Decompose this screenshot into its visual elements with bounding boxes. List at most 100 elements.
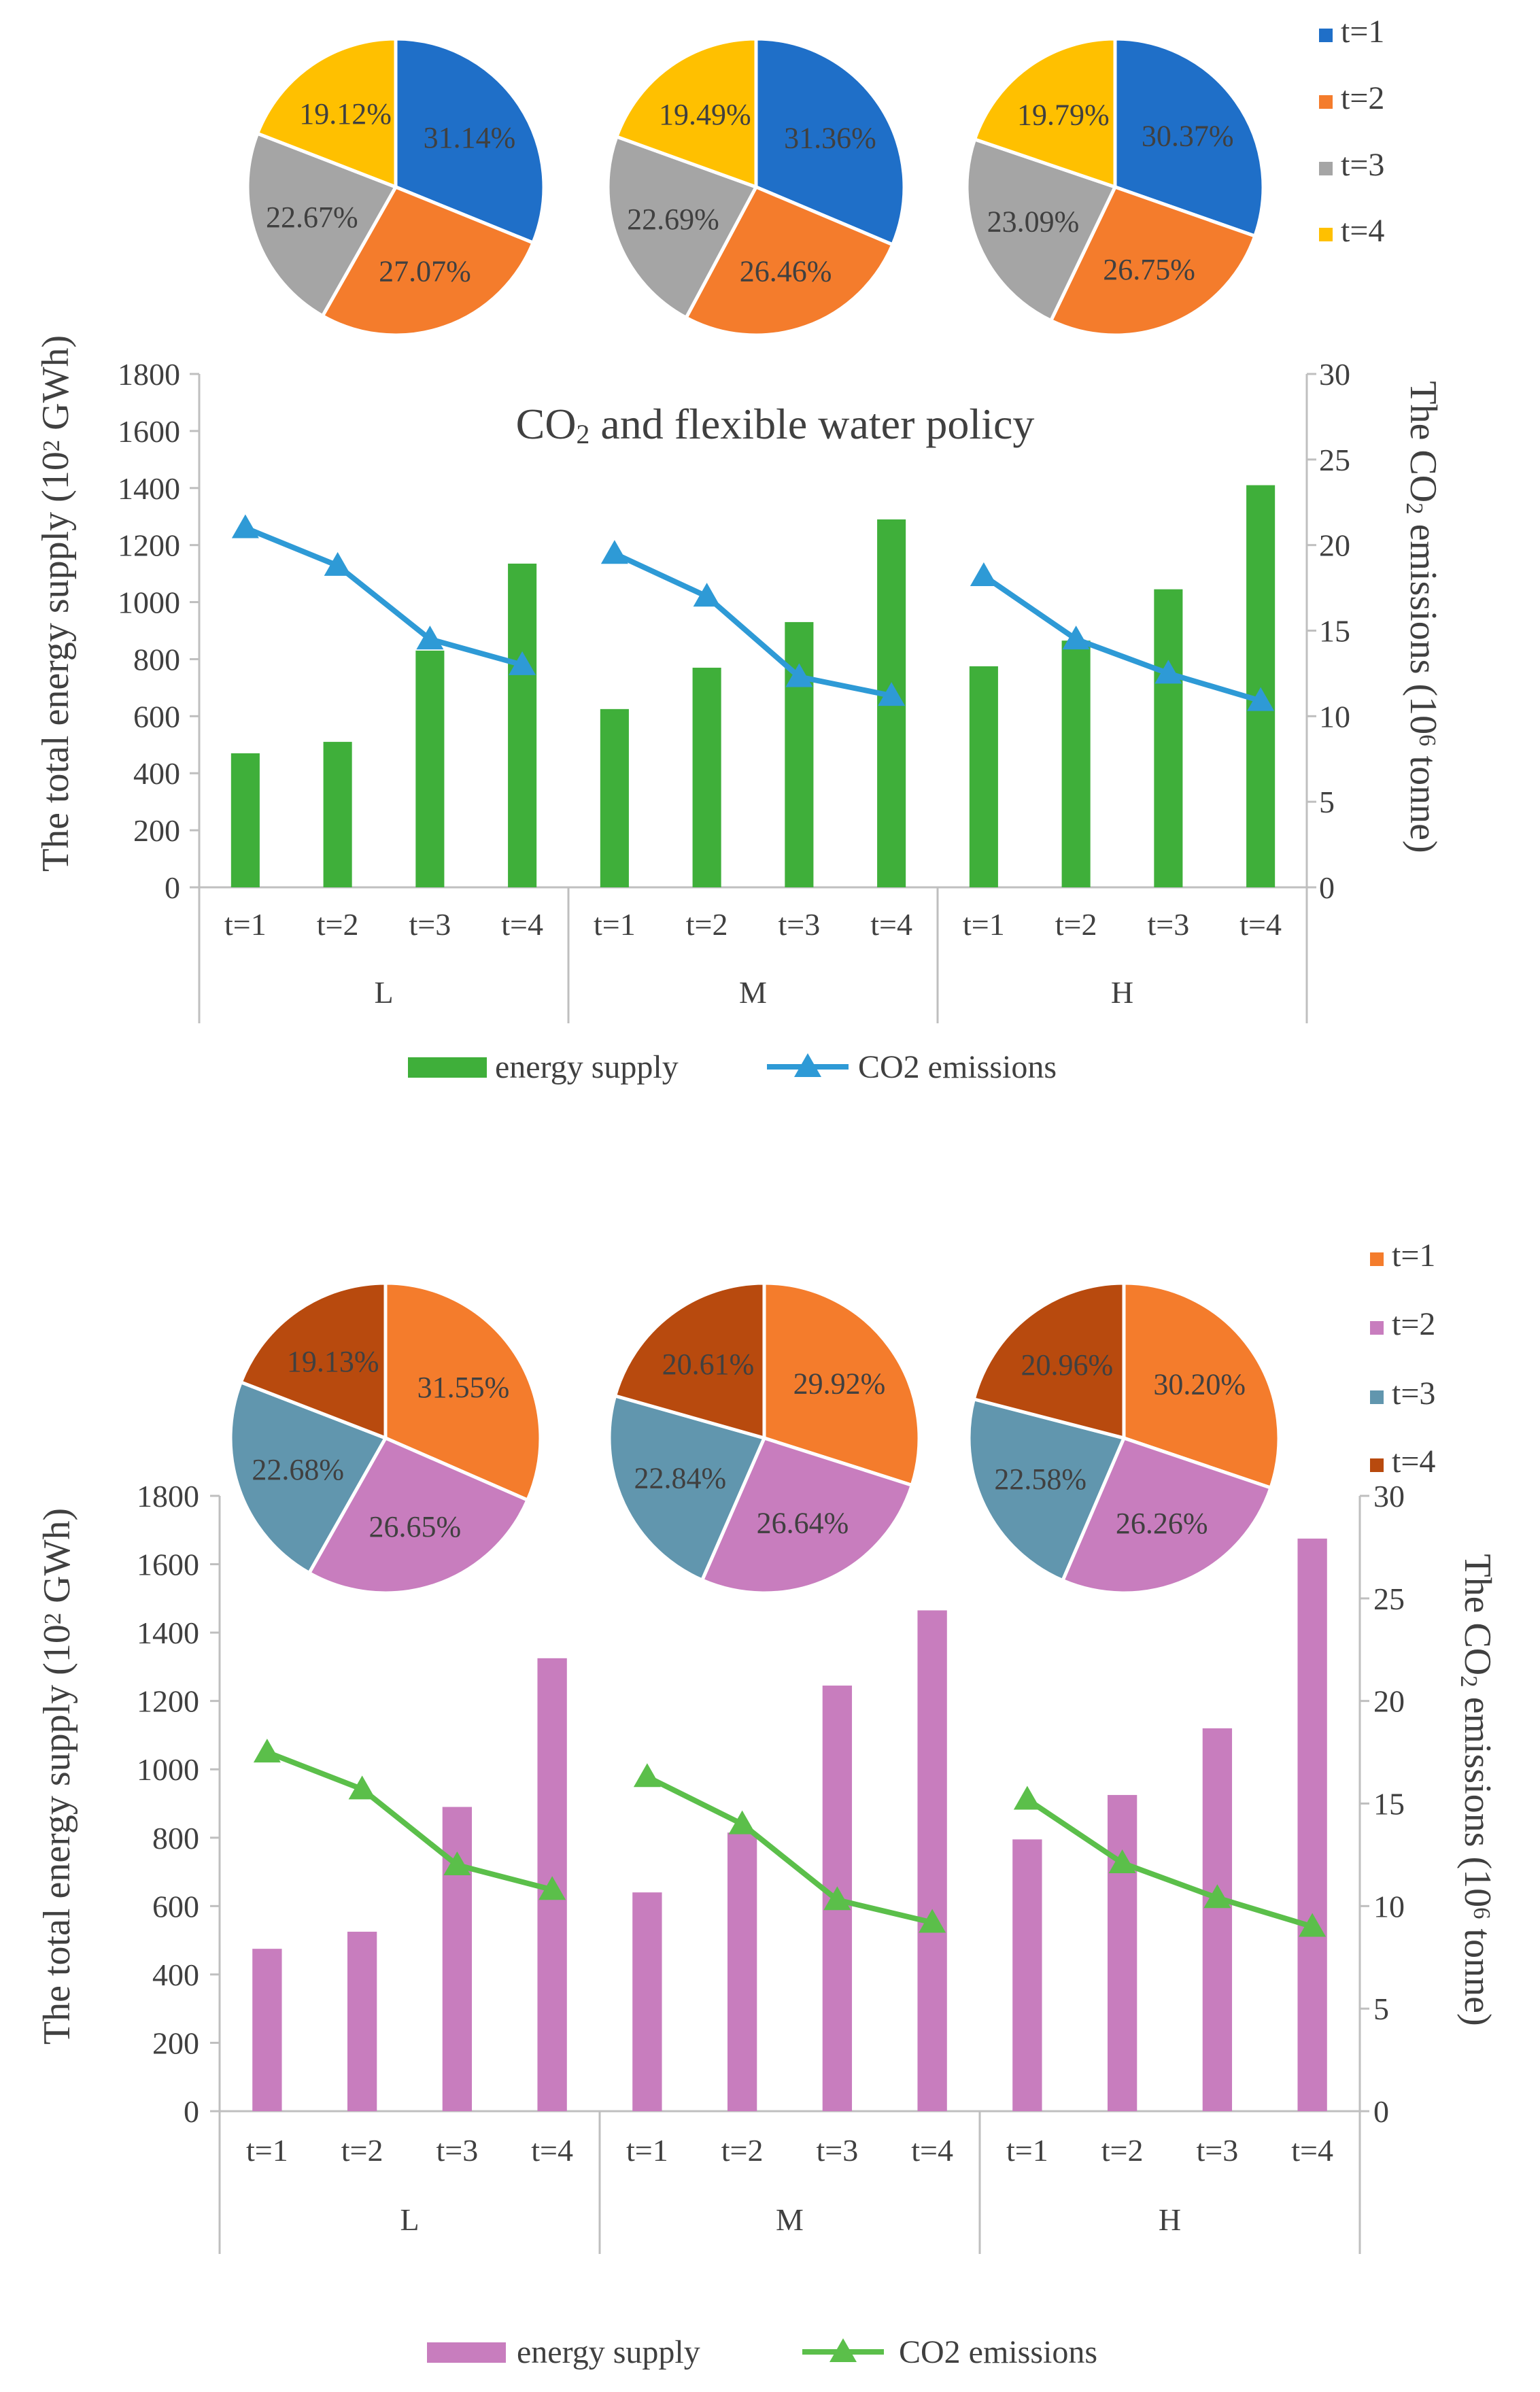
co2-emissions-point: [324, 551, 352, 576]
category-label: t=2: [341, 2133, 383, 2168]
pie-slice: [607, 1393, 767, 1583]
co2-emissions-line: [1025, 1797, 1314, 1930]
pie-slice: [255, 37, 398, 190]
group-label: M: [739, 975, 767, 1010]
right-tick-label: 5: [1373, 1992, 1389, 2026]
legend-line-marker: [794, 1053, 821, 1077]
left-tick-label: 0: [165, 870, 180, 905]
pie-H: 30.37% 26.75% 23.09% 19.79%: [965, 37, 1265, 337]
energy-supply-bar: [600, 708, 629, 887]
pie-legend-label: t=1: [1392, 1237, 1435, 1274]
energy-supply-bar: [252, 1949, 282, 2111]
pie-legend-swatch: [1370, 1390, 1384, 1404]
co2-emissions-point: [538, 1876, 566, 1900]
pie-legend-swatch: [1319, 162, 1333, 175]
category-label: t=2: [317, 907, 359, 942]
pie-slice: [972, 1281, 1126, 1441]
energy-supply-bar: [727, 1832, 757, 2111]
pie-slice-label: 19.13%: [287, 1345, 379, 1378]
co2-emissions-point: [443, 1851, 471, 1875]
pie-legend-label: t=1: [1341, 14, 1384, 50]
category-label: t=4: [1291, 2133, 1333, 2168]
pie-slice: [228, 1380, 388, 1575]
co2-emissions-line: [266, 1749, 553, 1893]
energy-supply-bar: [969, 666, 998, 887]
co2-emissions-point: [693, 583, 721, 607]
left-tick-label: 600: [152, 1889, 199, 1924]
co2-emissions-line: [244, 525, 524, 668]
left-tick-label: 200: [152, 2026, 199, 2060]
pie-slice-label: 30.20%: [1153, 1367, 1246, 1401]
pie-slice: [754, 37, 906, 247]
category-label: t=2: [686, 907, 728, 942]
co2-emissions-point: [1013, 1786, 1041, 1810]
co2-emissions-point: [1154, 660, 1182, 684]
pie-slice-label: 19.79%: [1017, 99, 1110, 132]
pie-slice: [614, 37, 758, 190]
pie-legend-swatch: [1370, 1321, 1384, 1335]
left-tick-label: 1400: [137, 1616, 199, 1650]
left-tick-label: 600: [133, 699, 180, 734]
co2-emissions-point: [231, 514, 259, 539]
co2-emissions-point: [919, 1909, 946, 1933]
pie-slice-label: 26.75%: [1103, 253, 1195, 286]
legend-line-label: CO2 emissions: [858, 1049, 1057, 1085]
energy-supply-bar: [917, 1610, 947, 2111]
category-label: t=4: [531, 2133, 573, 2168]
category-label: t=3: [817, 2133, 859, 2168]
pie-legend-swatch: [1319, 29, 1333, 42]
co2-emissions-point: [785, 663, 813, 687]
energy-supply-bar: [1061, 640, 1091, 887]
group-label: M: [776, 2202, 804, 2237]
co2-emissions-point: [509, 651, 536, 675]
pie-slice: [606, 134, 759, 320]
pie-slice-label: 26.65%: [369, 1510, 462, 1543]
pie-slice-label: 23.09%: [987, 205, 1080, 239]
pie-slice-label: 31.55%: [417, 1371, 510, 1404]
pie-slice: [394, 37, 546, 245]
right-tick-label: 30: [1319, 357, 1350, 392]
pie-slice-label: 22.67%: [266, 201, 358, 234]
left-tick-label: 1600: [118, 414, 180, 449]
category-label: t=1: [626, 2133, 668, 2168]
left-tick-label: 800: [152, 1821, 199, 1856]
left-tick-label: 1200: [118, 528, 180, 563]
category-label: t=3: [1197, 2133, 1239, 2168]
co2-emissions-point: [600, 540, 628, 564]
pie-legend-label: t=3: [1341, 147, 1384, 183]
left-axis-title: The total energy supply (102 GWh): [35, 335, 77, 872]
pie-slice: [700, 1435, 914, 1595]
category-label: t=2: [1055, 907, 1097, 942]
energy-supply-bar: [1012, 1839, 1042, 2111]
pie-slice-label: 20.96%: [1021, 1348, 1113, 1382]
pie-slice-label: 26.46%: [740, 254, 832, 288]
pie-slice-label: 31.36%: [784, 122, 876, 155]
pie-slice-label: 19.12%: [299, 97, 392, 131]
left-tick-label: 1600: [137, 1548, 199, 1582]
co2-emissions-point: [970, 562, 997, 586]
co2-emissions-line: [613, 551, 892, 699]
right-axis-title: The CO2 emissions (106 tonne): [1456, 1554, 1499, 2026]
category-label: t=4: [501, 907, 543, 942]
pie-slice: [1113, 37, 1265, 239]
pie-slice: [383, 1281, 543, 1503]
category-label: t=3: [409, 907, 451, 942]
left-axis-title: The total energy supply (102 GWh): [36, 1508, 78, 2045]
right-tick-label: 25: [1319, 443, 1350, 477]
category-label: t=1: [963, 907, 1005, 942]
co2-emissions-point: [1062, 626, 1090, 650]
pie-slice-label: 26.64%: [757, 1507, 849, 1540]
energy-supply-bar: [692, 668, 721, 887]
pie-M: 31.36% 26.46% 22.69% 19.49%: [606, 37, 906, 337]
co2-emissions-point: [253, 1739, 281, 1763]
co2-emissions-point: [728, 1810, 756, 1834]
energy-supply-bar: [508, 563, 537, 887]
left-tick-label: 200: [133, 813, 180, 848]
pie-slice-label: 19.49%: [659, 98, 751, 131]
pie-legend-label: t=2: [1392, 1306, 1435, 1342]
left-tick-label: 1000: [118, 585, 180, 620]
pie-slice-label: 22.84%: [634, 1461, 726, 1494]
energy-supply-bar: [1202, 1728, 1233, 2111]
category-label: t=2: [721, 2133, 764, 2168]
left-tick-label: 800: [133, 642, 180, 677]
